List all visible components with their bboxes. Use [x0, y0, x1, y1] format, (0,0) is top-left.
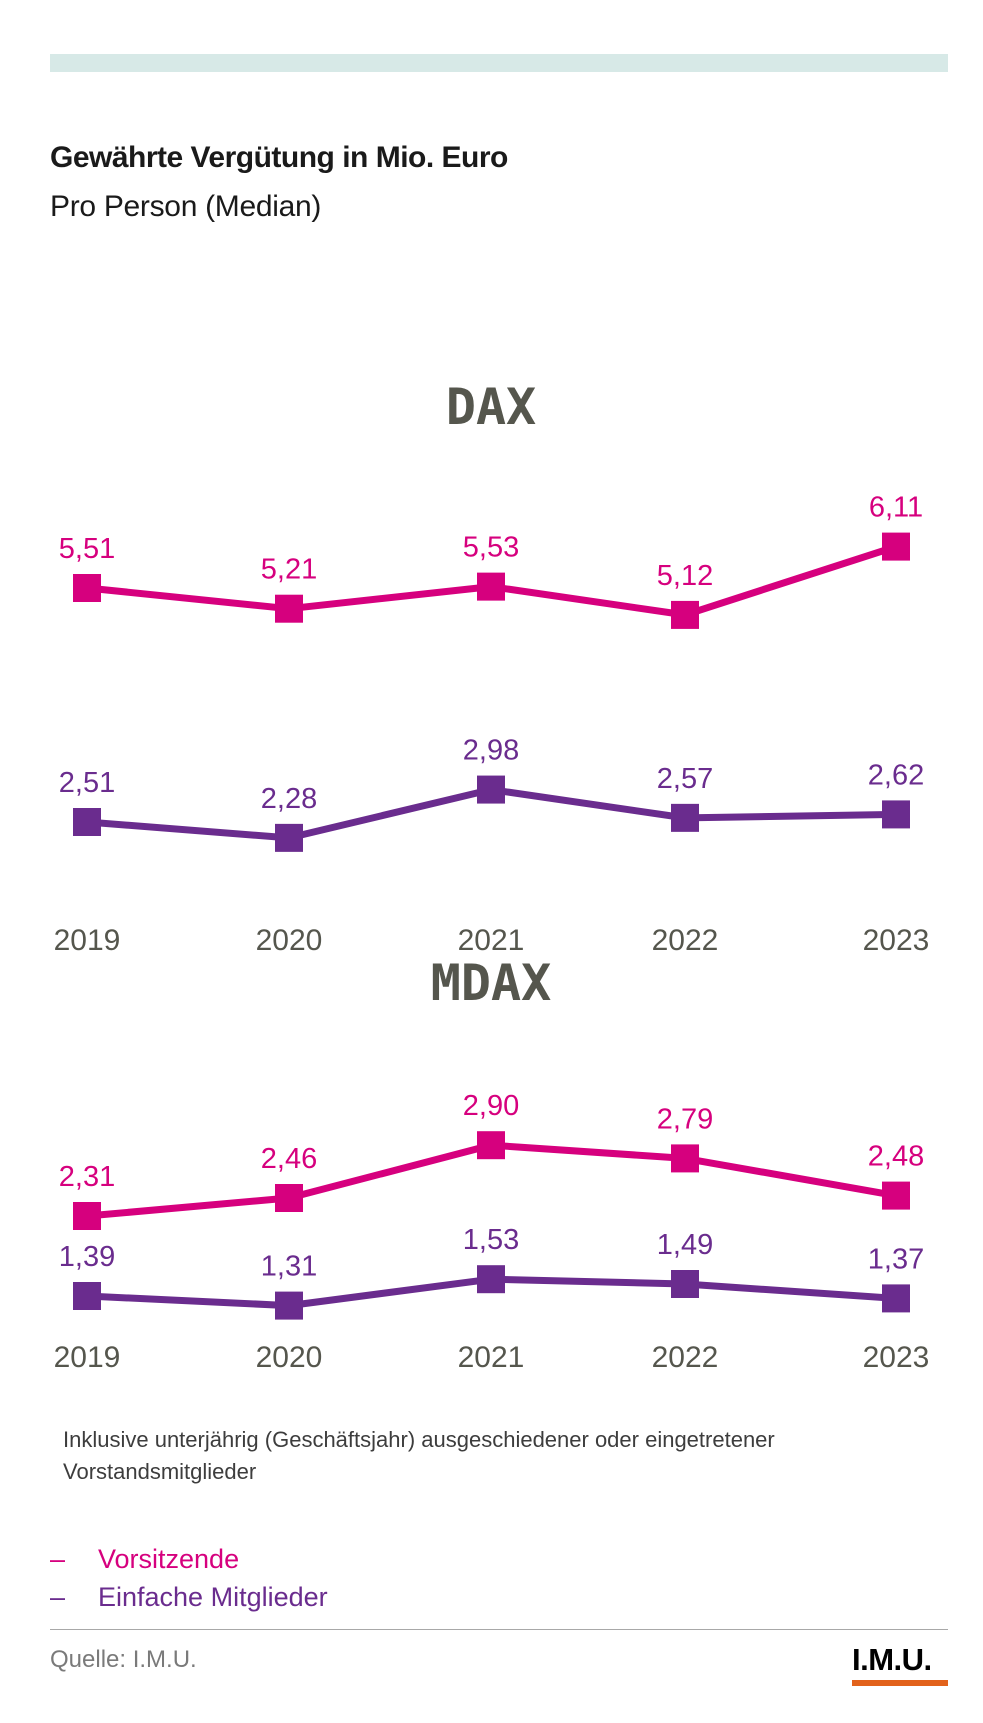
imu-logo: I.M.U. — [852, 1643, 948, 1689]
dax-panel-title: DAX — [446, 378, 536, 436]
dax-marker-mitglieder — [275, 823, 303, 852]
dax-marker-mitglieder — [477, 775, 505, 804]
source-label: Quelle: I.M.U. — [50, 1646, 197, 1673]
legend-item-mitglieder: – Einfache Mitglieder — [50, 1578, 328, 1616]
dax-marker-mitglieder — [671, 803, 699, 832]
dax-year-label: 2020 — [256, 924, 323, 957]
mdax-year-label: 2020 — [256, 1341, 323, 1374]
mdax-data-label-vorsitzende: 2,79 — [657, 1103, 713, 1135]
mdax-marker-vorsitzende — [73, 1202, 101, 1230]
legend: – Vorsitzende – Einfache Mitglieder — [50, 1540, 328, 1616]
legend-item-vorsitzende: – Vorsitzende — [50, 1540, 328, 1578]
dax-data-label-vorsitzende: 5,21 — [261, 554, 317, 586]
dax-marker-vorsitzende — [73, 574, 101, 602]
dax-data-label-vorsitzende: 5,53 — [463, 532, 519, 564]
dax-data-label-mitglieder: 2,28 — [261, 783, 317, 815]
dax-marker-vorsitzende — [671, 600, 699, 629]
mdax-data-label-mitglieder: 1,53 — [463, 1224, 519, 1256]
mdax-data-label-mitglieder: 1,37 — [868, 1243, 924, 1275]
dax-data-label-mitglieder: 2,51 — [59, 767, 115, 799]
dax-marker-vorsitzende — [882, 532, 910, 561]
dax-year-label: 2022 — [652, 924, 719, 957]
legend-dash-vorsitzende: – — [50, 1544, 66, 1574]
logo-accent-bar — [852, 1680, 948, 1686]
dax-data-label-mitglieder: 2,62 — [868, 759, 924, 791]
mdax-year-label: 2019 — [54, 1341, 121, 1374]
dax-data-label-vorsitzende: 5,12 — [657, 560, 713, 592]
dax-data-label-mitglieder: 2,98 — [463, 735, 519, 767]
mdax-marker-vorsitzende — [671, 1144, 699, 1173]
mdax-marker-mitglieder — [882, 1284, 910, 1313]
mdax-year-label: 2021 — [458, 1341, 525, 1374]
mdax-marker-vorsitzende — [882, 1181, 910, 1210]
legend-label-mitglieder: Einfache Mitglieder — [98, 1582, 328, 1612]
mdax-panel-title: MDAX — [431, 954, 551, 1012]
top-accent-bar — [50, 54, 948, 72]
mdax-data-label-vorsitzende: 2,46 — [261, 1143, 317, 1175]
dax-year-label: 2021 — [458, 924, 525, 957]
dax-year-label: 2023 — [863, 924, 930, 957]
mdax-marker-mitglieder — [275, 1291, 303, 1320]
mdax-marker-mitglieder — [477, 1265, 505, 1294]
dax-marker-mitglieder — [882, 800, 910, 829]
mdax-year-label: 2023 — [863, 1341, 930, 1374]
chart-subtitle: Pro Person (Median) — [50, 190, 322, 223]
mdax-marker-mitglieder — [73, 1282, 101, 1310]
mdax-data-label-mitglieder: 1,31 — [261, 1251, 317, 1283]
dax-year-label: 2019 — [54, 924, 121, 957]
chart-title: Gewährte Vergütung in Mio. Euro — [50, 141, 508, 174]
mdax-marker-vorsitzende — [275, 1184, 303, 1212]
dax-data-label-mitglieder: 2,57 — [657, 763, 713, 795]
mdax-data-label-mitglieder: 1,39 — [59, 1241, 115, 1273]
dax-marker-vorsitzende — [275, 594, 303, 623]
mdax-marker-mitglieder — [671, 1270, 699, 1298]
legend-dash-mitglieder: – — [50, 1582, 66, 1612]
dax-marker-vorsitzende — [477, 572, 505, 601]
mdax-marker-vorsitzende — [477, 1131, 505, 1160]
footer-divider — [50, 1629, 948, 1630]
mdax-data-label-vorsitzende: 2,90 — [463, 1090, 519, 1122]
dax-marker-mitglieder — [73, 808, 101, 836]
legend-label-vorsitzende: Vorsitzende — [98, 1544, 240, 1574]
footnote: Inklusive unterjährig (Geschäftsjahr) au… — [63, 1427, 775, 1484]
dax-data-label-vorsitzende: 6,11 — [869, 492, 923, 524]
mdax-data-label-vorsitzende: 2,48 — [868, 1141, 924, 1173]
mdax-data-label-vorsitzende: 2,31 — [59, 1161, 115, 1193]
logo-text: I.M.U. — [852, 1642, 932, 1677]
mdax-year-label: 2022 — [652, 1341, 719, 1374]
mdax-data-label-mitglieder: 1,49 — [657, 1229, 713, 1261]
dax-data-label-vorsitzende: 5,51 — [59, 533, 115, 565]
